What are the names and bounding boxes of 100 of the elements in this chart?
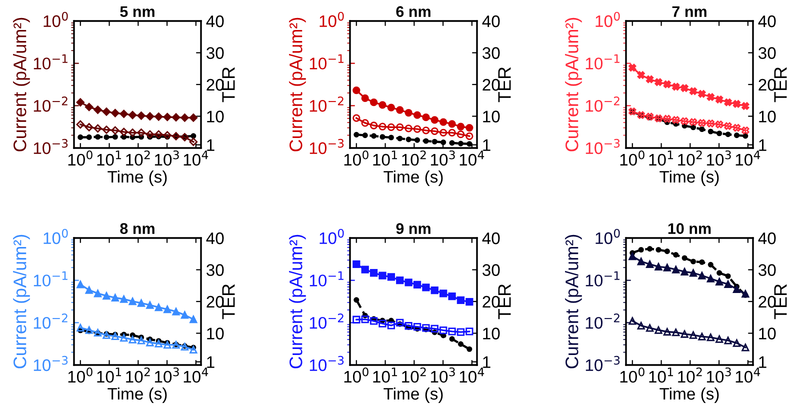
- y2-tick-label: 30: [206, 47, 224, 59]
- x-tick-label: 10$^{0}$: [620, 367, 644, 383]
- x-tick-label: 10$^{4}$: [184, 150, 208, 166]
- x-tick-label: 10$^{2}$: [402, 367, 426, 383]
- x-tick-label: 10$^{3}$: [154, 367, 179, 383]
- y-tick-label: 10$^{−2}$: [310, 96, 344, 112]
- y2-tick-label: 30: [206, 264, 224, 276]
- y2-tick-label: 40: [758, 15, 776, 28]
- x-tick-label: 10$^{0}$: [344, 150, 368, 166]
- y-tick-label: 10$^{0}$: [44, 12, 68, 28]
- y-tick-label: 10$^{−1}$: [310, 271, 344, 286]
- y-axis-title: Current (pA/um²): [13, 18, 30, 152]
- x-tick-label: 10$^{3}$: [706, 367, 731, 383]
- x-axis-title: Time (s): [660, 387, 719, 404]
- y-tick-label: 10$^{−3}$: [34, 356, 68, 372]
- x-tick-label: 10$^{0}$: [68, 367, 92, 383]
- x-tick-label: 10$^{1}$: [649, 150, 673, 166]
- y-tick-label: 10$^{−2}$: [586, 314, 620, 329]
- x-tick-label: 10$^{4}$: [736, 368, 760, 383]
- y-tick-label: 10$^{−1}$: [586, 271, 620, 286]
- x-tick-label: 10$^{4}$: [460, 368, 484, 383]
- y2-tick-label: 40: [482, 15, 500, 28]
- chart-title: 7 nm: [672, 6, 706, 17]
- y-axis-title: Current (pA/um²): [289, 18, 306, 152]
- x-tick-label: 10$^{3}$: [430, 150, 455, 166]
- y2-tick-label: 30: [482, 47, 500, 59]
- chart-title: 8 nm: [120, 223, 154, 234]
- y-tick-label: 10$^{−2}$: [586, 96, 620, 112]
- x-axis-title: Time (s): [108, 387, 167, 404]
- y2-axis-title: TER: [498, 284, 511, 320]
- y2-tick-label: 1: [207, 356, 214, 368]
- x-tick-label: 10$^{3}$: [154, 150, 179, 166]
- y2-tick-label: 30: [758, 47, 776, 59]
- y2-tick-label: 40: [206, 232, 224, 244]
- x-tick-label: 10$^{0}$: [344, 367, 368, 383]
- y2-tick-label: 10: [759, 328, 776, 340]
- y-tick-label: 10$^{0}$: [44, 228, 68, 244]
- y-tick-label: 10$^{−3}$: [310, 356, 344, 372]
- y-tick-label: 10$^{−3}$: [586, 356, 620, 372]
- y2-tick-label: 30: [758, 264, 776, 276]
- y-axis-title: Current (pA/um²): [13, 234, 30, 368]
- y2-tick-label: 40: [206, 15, 224, 28]
- x-tick-label: 10$^{4}$: [184, 368, 208, 383]
- y-axis-title: Current (pA/um²): [289, 234, 306, 368]
- x-tick-label: 10$^{2}$: [678, 150, 702, 166]
- y-axis-title: Current (pA/um²): [565, 18, 582, 152]
- y2-tick-label: 10: [207, 328, 224, 340]
- y-tick-label: 10$^{−3}$: [310, 138, 344, 154]
- x-tick-label: 10$^{3}$: [430, 367, 455, 383]
- y-tick-label: 10$^{0}$: [596, 12, 620, 28]
- x-tick-label: 10$^{1}$: [373, 368, 397, 383]
- x-tick-label: 10$^{2}$: [126, 367, 150, 383]
- chart-title: 6 nm: [396, 6, 430, 17]
- y-tick-label: 10$^{−2}$: [34, 96, 68, 112]
- x-axis-title: Time (s): [108, 170, 167, 186]
- x-tick-label: 10$^{2}$: [126, 150, 150, 166]
- y-tick-label: 10$^{−2}$: [310, 314, 344, 329]
- y-tick-label: 10$^{0}$: [596, 228, 620, 244]
- y-tick-label: 10$^{−3}$: [586, 138, 620, 154]
- x-tick-label: 10$^{2}$: [402, 150, 426, 166]
- x-tick-label: 10$^{1}$: [97, 368, 121, 383]
- x-tick-label: 10$^{0}$: [68, 150, 92, 166]
- y2-tick-label: 10: [483, 110, 500, 122]
- y-tick-label: 10$^{−1}$: [310, 54, 344, 70]
- x-axis-title: Time (s): [384, 387, 443, 404]
- y2-tick-label: 1: [759, 356, 766, 368]
- x-tick-label: 10$^{1}$: [649, 368, 673, 383]
- y2-tick-label: 40: [482, 232, 500, 244]
- y2-tick-label: 10: [759, 110, 776, 122]
- y2-axis-title: TER: [222, 284, 235, 320]
- x-tick-label: 10$^{1}$: [97, 150, 121, 166]
- y2-tick-label: 10: [483, 328, 500, 340]
- y-tick-label: 10$^{0}$: [320, 228, 344, 244]
- y-axis-title: Current (pA/um²): [565, 234, 582, 368]
- y2-tick-label: 1: [207, 139, 214, 151]
- y-tick-label: 10$^{−2}$: [34, 314, 68, 329]
- y-tick-label: 10$^{−3}$: [34, 138, 68, 154]
- x-tick-label: 10$^{1}$: [373, 150, 397, 166]
- y2-tick-label: 10: [207, 110, 224, 122]
- y2-axis-title: TER: [774, 284, 787, 320]
- y2-axis-title: TER: [774, 67, 787, 102]
- y2-tick-label: 1: [483, 139, 490, 151]
- y2-axis-title: TER: [498, 67, 511, 102]
- x-axis-title: Time (s): [660, 170, 719, 186]
- y-tick-label: 10$^{−1}$: [586, 54, 620, 70]
- y2-tick-label: 30: [482, 264, 500, 276]
- x-tick-label: 10$^{0}$: [620, 150, 644, 166]
- x-tick-label: 10$^{3}$: [706, 150, 731, 166]
- chart-title: 10 nm: [668, 223, 711, 234]
- x-axis-title: Time (s): [384, 170, 443, 186]
- x-tick-label: 10$^{4}$: [460, 150, 484, 166]
- y2-axis-title: TER: [222, 67, 235, 102]
- chart-title: 9 nm: [396, 223, 430, 234]
- y2-tick-label: 1: [759, 139, 766, 151]
- y-tick-label: 10$^{0}$: [320, 12, 344, 28]
- x-tick-label: 10$^{2}$: [678, 367, 702, 383]
- y2-tick-label: 1: [483, 356, 490, 368]
- chart-title: 5 nm: [120, 6, 154, 17]
- y-tick-label: 10$^{−1}$: [34, 54, 68, 70]
- y2-tick-label: 40: [758, 232, 776, 244]
